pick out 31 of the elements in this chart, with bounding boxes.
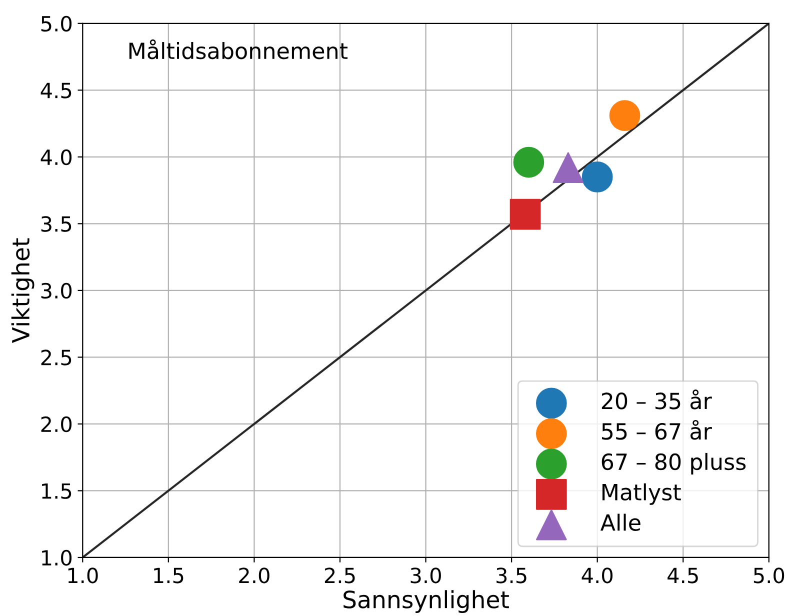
y-tick-label: 3.0 (41, 282, 72, 299)
y-tick-label: 1.5 (42, 483, 72, 499)
y-axis-title: Viktighet (11, 238, 34, 343)
y-tick-label: 5.0 (41, 16, 72, 32)
x-tick-label: 4.5 (668, 568, 698, 584)
point (513, 146, 544, 178)
y-tick-label: 4.0 (40, 149, 72, 166)
x-tick-label: 3.5 (496, 568, 526, 584)
x-tick-label: 2.0 (239, 568, 270, 584)
point (510, 198, 541, 230)
y-tick-label: 3.5 (41, 216, 72, 232)
point (609, 100, 640, 131)
legend-label: 55 – 67 år (602, 420, 712, 440)
x-tick-label: 2.5 (324, 568, 355, 584)
y-tick-label: 4.5 (40, 82, 72, 98)
x-tick-label: 1.0 (68, 568, 98, 584)
y-tick-label: 2.0 (41, 416, 72, 432)
legend-label: Alle (600, 514, 640, 531)
point (552, 152, 584, 184)
annotation: Måltidsabonnement (129, 39, 348, 60)
x-axis-title: Sannsynlighet (344, 590, 509, 613)
y-tick-label: 1.0 (42, 550, 72, 566)
x-tick-label: 1.5 (154, 568, 184, 584)
x-tick-label: 5.0 (754, 568, 784, 584)
legend-label: 20 – 35 år (602, 390, 712, 410)
legend-label: 67 – 80 pluss (602, 452, 746, 474)
legend-label: Matlyst (602, 483, 681, 505)
point (582, 162, 613, 192)
y-tick-label: 2.5 (41, 350, 72, 366)
x-tick-label: 4.0 (582, 568, 613, 584)
x-tick-label: 3.0 (410, 568, 441, 584)
